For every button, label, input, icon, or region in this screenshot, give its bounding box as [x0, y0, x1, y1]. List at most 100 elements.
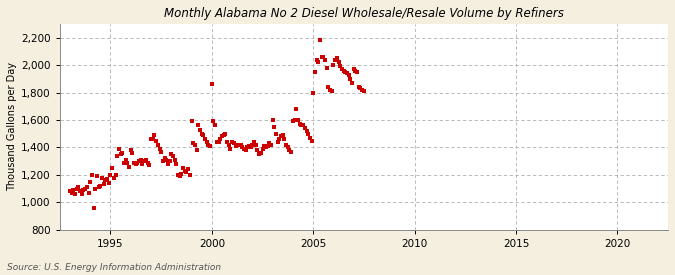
Point: [309, 70, 320, 74]
Point: [95, 184, 106, 188]
Point: [266, 142, 277, 147]
Point: [350, 68, 361, 73]
Point: [174, 174, 185, 178]
Point: [173, 173, 184, 177]
Point: [211, 140, 222, 144]
Point: [256, 151, 267, 155]
Point: [344, 73, 354, 77]
Point: [252, 148, 263, 152]
Point: [126, 148, 136, 152]
Point: [146, 137, 157, 141]
Point: [164, 159, 175, 163]
Point: [149, 133, 160, 137]
Point: [355, 86, 366, 90]
Point: [122, 160, 133, 165]
Point: [176, 171, 187, 176]
Point: [262, 144, 273, 148]
Point: [218, 133, 229, 137]
Point: [70, 192, 80, 196]
Point: [318, 55, 329, 59]
Point: [240, 148, 251, 152]
Point: [85, 180, 96, 184]
Point: [178, 166, 188, 170]
Point: [358, 89, 369, 93]
Point: [230, 144, 241, 148]
Point: [115, 152, 126, 156]
Point: [217, 134, 227, 139]
Point: [352, 70, 362, 74]
Point: [109, 175, 119, 180]
Point: [208, 119, 219, 123]
Point: [221, 140, 232, 144]
Point: [134, 159, 144, 163]
Point: [142, 160, 153, 165]
Point: [181, 170, 192, 174]
Point: [250, 142, 261, 147]
Point: [191, 148, 202, 152]
Point: [186, 119, 197, 123]
Point: [223, 142, 234, 147]
Point: [92, 174, 103, 178]
Point: [267, 118, 278, 122]
Point: [311, 57, 322, 62]
Point: [139, 159, 150, 163]
Point: [167, 153, 178, 158]
Point: [201, 140, 212, 144]
Point: [81, 185, 92, 189]
Point: [259, 144, 269, 148]
Point: [271, 131, 281, 136]
Point: [88, 206, 99, 210]
Point: [323, 85, 334, 89]
Point: [228, 141, 239, 145]
Point: [194, 127, 205, 132]
Point: [281, 142, 292, 147]
Point: [340, 70, 350, 74]
Point: [210, 123, 221, 128]
Point: [154, 147, 165, 151]
Point: [169, 158, 180, 162]
Point: [272, 140, 283, 144]
Point: [68, 188, 79, 192]
Point: [238, 147, 249, 151]
Point: [328, 63, 339, 67]
Point: [277, 133, 288, 137]
Point: [151, 138, 161, 143]
Y-axis label: Thousand Gallons per Day: Thousand Gallons per Day: [7, 62, 17, 191]
Point: [171, 162, 182, 166]
Point: [319, 57, 330, 62]
Point: [234, 142, 244, 147]
Point: [286, 149, 297, 154]
Point: [124, 164, 134, 169]
Point: [102, 177, 113, 181]
Point: [342, 71, 352, 76]
Point: [274, 137, 285, 141]
Point: [132, 160, 143, 165]
Point: [196, 131, 207, 136]
Point: [303, 131, 314, 136]
Point: [66, 191, 77, 195]
Point: [269, 125, 279, 129]
Point: [193, 123, 204, 128]
Point: [282, 145, 293, 150]
Point: [65, 189, 76, 194]
Point: [348, 67, 359, 72]
Point: [166, 152, 177, 156]
Point: [184, 173, 195, 177]
Point: [83, 191, 94, 195]
Point: [296, 123, 307, 128]
Point: [276, 134, 287, 139]
Point: [99, 182, 109, 187]
Point: [321, 66, 332, 70]
Point: [279, 137, 290, 141]
Point: [345, 77, 356, 81]
Point: [136, 158, 146, 162]
Point: [289, 118, 300, 122]
Point: [244, 144, 254, 148]
Point: [220, 131, 231, 136]
Point: [325, 87, 335, 92]
Point: [140, 158, 151, 162]
Point: [100, 178, 111, 183]
Point: [294, 122, 305, 126]
Point: [331, 56, 342, 60]
Point: [215, 137, 225, 141]
